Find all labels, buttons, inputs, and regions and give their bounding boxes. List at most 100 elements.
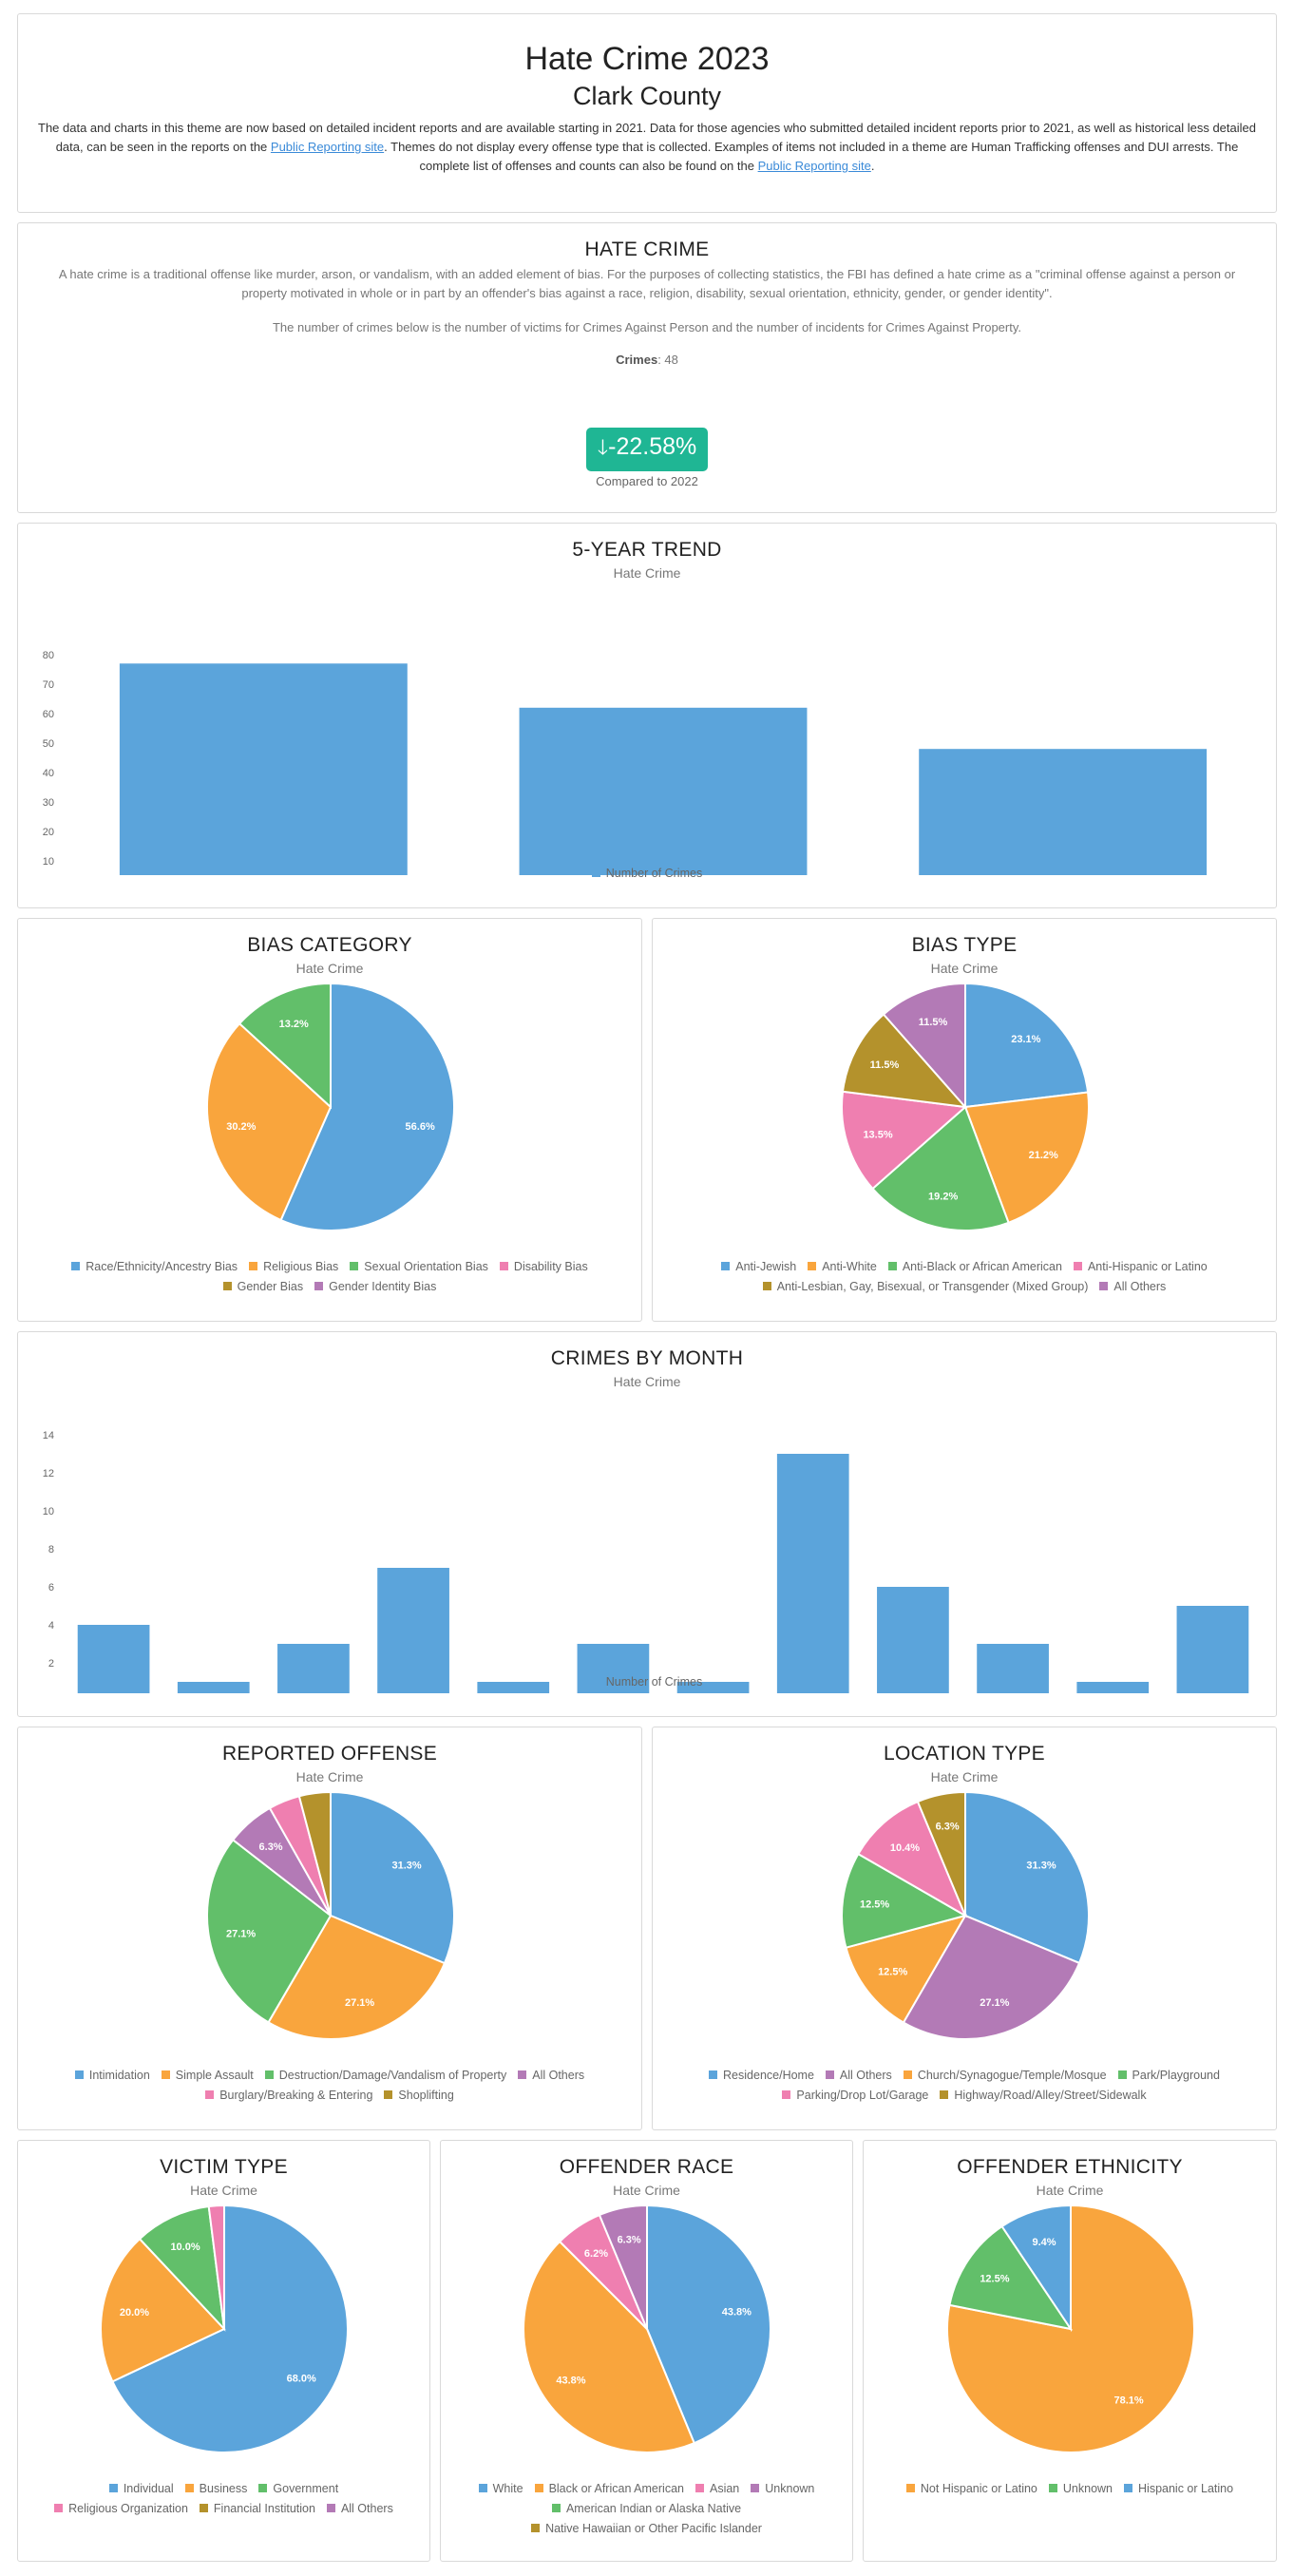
pie-slice[interactable] [856,1800,968,1918]
legend-item[interactable]: Gender Bias [222,1277,303,1297]
pie-slice[interactable] [238,982,332,1110]
legend-item[interactable]: Church/Synagogue/Temple/Mosque [903,2066,1107,2086]
pie-slice[interactable] [523,2240,696,2453]
bar[interactable] [577,1644,650,1693]
legend-item[interactable]: Asian [695,2479,739,2499]
legend-item[interactable]: Highway/Road/Alley/Street/Sidewalk [940,2086,1147,2106]
legend-row: Parking/Drop Lot/Garage Highway/Road/Alle… [653,2086,1276,2106]
bar[interactable] [977,1644,1049,1693]
bar[interactable] [776,1454,849,1693]
public-reporting-link-1[interactable]: Public Reporting site [270,140,385,154]
legend-item[interactable]: Not Hispanic or Latino [905,2479,1037,2499]
legend-item[interactable]: Black or African American [534,2479,684,2499]
pie-slice[interactable] [948,2224,1074,2331]
legend-item[interactable]: All Others [518,2066,584,2086]
bar[interactable] [277,1644,350,1693]
legend-item[interactable]: Simple Assault [161,2066,254,2086]
bar[interactable] [1076,1682,1150,1693]
legend-item[interactable]: Religious Bias [249,1257,338,1277]
legend-swatch [905,2484,915,2492]
legend-item[interactable]: Religious Organization [54,2499,188,2519]
bar[interactable] [477,1682,550,1693]
pie-slice[interactable] [902,1914,1081,2040]
pie-slice[interactable] [871,1105,1010,1231]
pie-slice[interactable] [882,982,966,1110]
legend-label: Number of Crimes [605,867,703,880]
legend-swatch [499,1262,508,1270]
legend-item[interactable]: Anti-Lesbian, Gay, Bisexual, or Transgen… [762,1277,1088,1297]
legend-swatch [1124,2484,1133,2492]
legend-item[interactable]: Anti-White [808,1257,877,1277]
legend-item[interactable]: Business [184,2479,247,2499]
legend-item[interactable]: Disability Bias [499,1257,588,1277]
pie-slice[interactable] [279,982,455,1231]
pie-slice[interactable] [330,1790,455,1965]
legend-label: Religious Bias [263,1260,339,1273]
pie-slice[interactable] [138,2204,226,2332]
pie-slice[interactable] [841,1852,968,1949]
bar[interactable] [519,707,808,875]
legend-item[interactable]: Gender Identity Bias [314,1277,436,1297]
legend-item[interactable]: Government [258,2479,338,2499]
legend-item[interactable]: Anti-Jewish [721,1257,796,1277]
bar[interactable] [676,1682,750,1693]
public-reporting-link-2[interactable]: Public Reporting site [757,159,871,173]
pie-slice[interactable] [841,1090,968,1191]
legend-item[interactable]: Race/Ethnicity/Ancestry Bias [71,1257,238,1277]
pie-slice[interactable] [207,2204,225,2330]
pie-slice[interactable] [964,1790,1090,1965]
legend-item[interactable]: All Others [326,2499,393,2519]
legend-item[interactable]: Number of Crimes [591,1672,702,1692]
pie-slice[interactable] [100,2237,226,2383]
legend-item[interactable]: Destruction/Damage/Vandalism of Property [264,2066,507,2086]
bar[interactable] [119,663,408,875]
pie-slice[interactable] [267,1914,447,2040]
legend-item[interactable]: Unknown [751,2479,814,2499]
pie-slice[interactable] [206,1838,333,2024]
legend-item[interactable]: Residence/Home [709,2066,814,2086]
pie-slice[interactable] [297,1790,332,1917]
legend-item[interactable]: Anti-Hispanic or Latino [1073,1257,1208,1277]
bar[interactable] [377,1568,449,1693]
pie-slice[interactable] [916,1790,966,1917]
legend-item[interactable]: Park/Playground [1117,2066,1220,2086]
legend-item[interactable]: Hispanic or Latino [1124,2479,1233,2499]
pie-slice[interactable] [845,1914,968,2024]
legend-item[interactable]: Parking/Drop Lot/Garage [782,2086,928,2106]
legend-item[interactable]: Intimidation [74,2066,150,2086]
legend-item[interactable]: Anti-Black or African American [887,1257,1062,1277]
legend-item[interactable]: Shoplifting [384,2086,454,2106]
legend-row: Religious Organization Financial Institut… [18,2499,429,2519]
bar[interactable] [1176,1606,1249,1693]
pie-slice[interactable] [963,1091,1090,1225]
pie-slice[interactable] [964,982,1090,1109]
legend-item[interactable]: All Others [1099,1277,1166,1297]
legend-item[interactable]: Unknown [1048,2479,1113,2499]
pie-slice[interactable] [1000,2204,1072,2333]
legend-label: Shoplifting [398,2089,454,2102]
legend-item[interactable]: Burglary/Breaking & Entering [205,2086,372,2106]
legend-item[interactable]: Number of Crimes [591,864,703,884]
crimes-label: Crimes [616,353,658,367]
legend-swatch [184,2484,194,2492]
bar[interactable] [877,1587,949,1693]
pie-slice[interactable] [646,2204,771,2445]
summary-card: HATE CRIME A hate crime is a traditional… [17,222,1277,513]
pie-slice[interactable] [841,1013,968,1109]
pie-slice[interactable] [598,2204,648,2330]
pie-slice[interactable] [111,2204,349,2453]
legend-item[interactable]: Financial Institution [199,2499,315,2519]
legend-item[interactable]: Sexual Orientation Bias [350,1257,488,1277]
legend-row: Residence/Home All Others Church/Synagogue… [653,2066,1276,2086]
legend-label: Destruction/Damage/Vandalism of Property [278,2069,507,2082]
bar[interactable] [919,749,1208,875]
bar[interactable] [77,1625,150,1693]
legend-item[interactable]: White [478,2479,523,2499]
pie-slice[interactable] [206,1021,333,1222]
legend-label: Sexual Orientation Bias [364,1260,488,1273]
legend-item[interactable]: All Others [825,2066,892,2086]
legend-item[interactable]: Individual [108,2479,174,2499]
legend-item[interactable]: Native Hawaiian or Other Pacific Islande… [531,2519,762,2539]
legend-item[interactable]: American Indian or Alaska Native [551,2499,741,2519]
bar[interactable] [177,1682,250,1693]
